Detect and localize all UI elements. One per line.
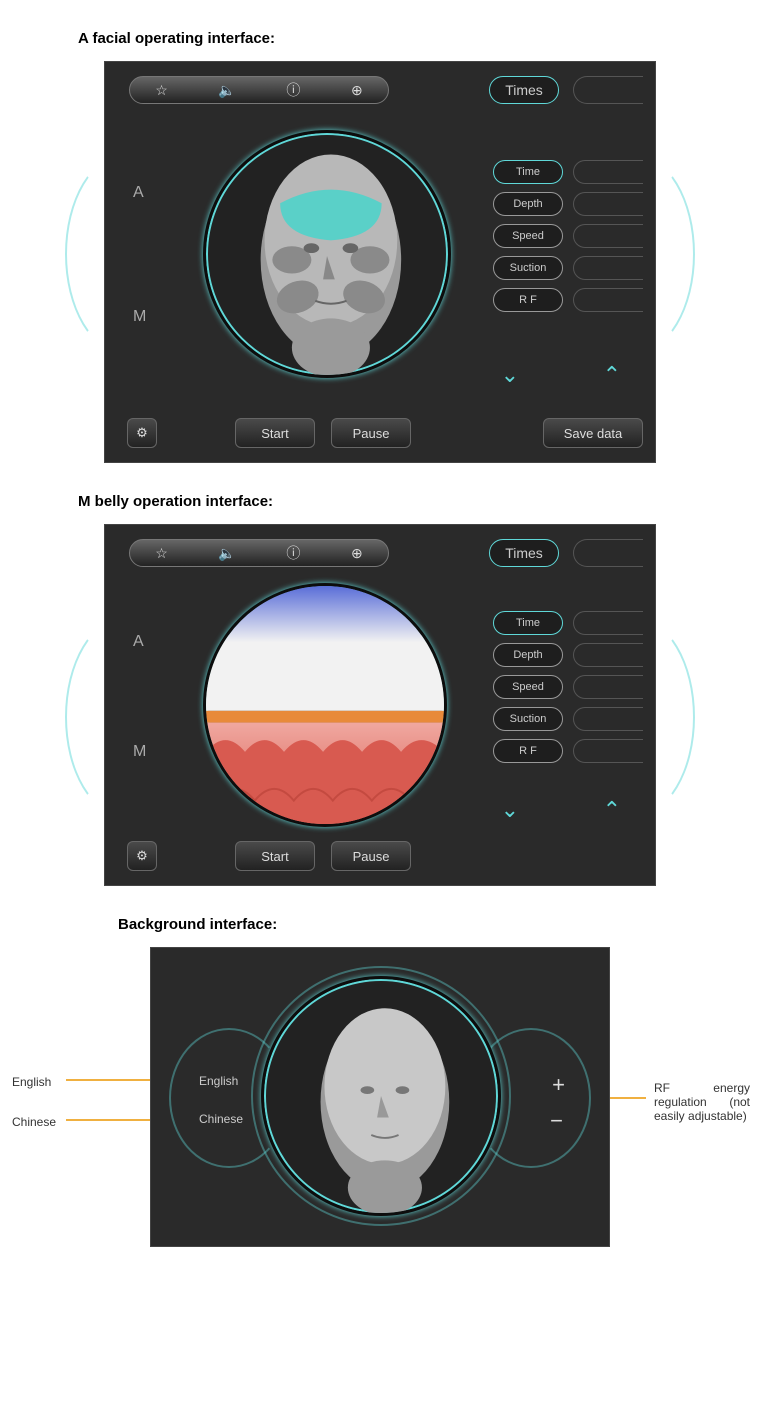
param-suction[interactable]: Suction	[493, 707, 563, 731]
belly-panel: ☆ 🔈 ⓘ ⊕ Times A M	[104, 524, 656, 886]
annotation-rf: RF energy regulation (not easily adjusta…	[654, 1081, 750, 1123]
background-panel: English Chinese + −	[150, 947, 610, 1247]
main-viewport-belly[interactable]	[203, 583, 447, 827]
decrease-button[interactable]: ⌄	[501, 362, 519, 388]
settings-button[interactable]: ⚙	[127, 418, 157, 448]
speaker-icon[interactable]: 🔈	[218, 82, 235, 99]
mode-a-label[interactable]: A	[133, 633, 144, 651]
toolbar: ☆ 🔈 ⓘ ⊕	[129, 539, 389, 567]
param-speed[interactable]: Speed	[493, 224, 563, 248]
annotation-english: English	[12, 1075, 51, 1089]
start-button[interactable]: Start	[235, 418, 315, 448]
value-column	[573, 611, 643, 763]
param-column: Time Depth Speed Suction R F	[493, 160, 563, 312]
start-button[interactable]: Start	[235, 841, 315, 871]
param-depth[interactable]: Depth	[493, 643, 563, 667]
param-column: Time Depth Speed Suction R F	[493, 611, 563, 763]
toolbar: ☆ 🔈 ⓘ ⊕	[129, 76, 389, 104]
decrease-button[interactable]: ⌄	[501, 797, 519, 823]
param-speed[interactable]: Speed	[493, 675, 563, 699]
head-diagram-plain	[264, 979, 498, 1213]
annotation-chinese: Chinese	[12, 1115, 56, 1129]
value-depth	[573, 643, 643, 667]
language-english-button[interactable]: English	[199, 1074, 238, 1088]
main-viewport-facial[interactable]	[203, 130, 451, 378]
facial-panel: ☆ 🔈 ⓘ ⊕ Times A M	[104, 61, 656, 463]
section-title-facial: A facial operating interface:	[78, 30, 760, 47]
mode-a-label[interactable]: A	[133, 184, 144, 202]
star-icon[interactable]: ☆	[155, 82, 168, 99]
pause-button[interactable]: Pause	[331, 841, 411, 871]
param-rf[interactable]: R F	[493, 288, 563, 312]
save-data-button[interactable]: Save data	[543, 418, 643, 448]
mode-m-label[interactable]: M	[133, 743, 146, 761]
times-value	[573, 539, 643, 567]
value-speed	[573, 224, 643, 248]
rf-plus-button[interactable]: +	[552, 1072, 565, 1098]
section-title-belly: M belly operation interface:	[78, 493, 760, 510]
increase-button[interactable]: ⌃	[603, 362, 621, 388]
param-depth[interactable]: Depth	[493, 192, 563, 216]
param-rf[interactable]: R F	[493, 739, 563, 763]
times-value	[573, 76, 643, 104]
speaker-icon[interactable]: 🔈	[218, 545, 235, 562]
value-column	[573, 160, 643, 312]
value-time	[573, 160, 643, 184]
param-suction[interactable]: Suction	[493, 256, 563, 280]
value-rf	[573, 739, 643, 763]
belly-diagram	[206, 586, 444, 824]
info-icon[interactable]: ⓘ	[286, 80, 300, 100]
star-icon[interactable]: ☆	[155, 545, 168, 562]
times-label[interactable]: Times	[489, 76, 559, 104]
arc-decoration-left	[65, 154, 185, 354]
arc-decoration-left	[65, 617, 185, 817]
pause-button[interactable]: Pause	[331, 418, 411, 448]
main-viewport-background	[261, 976, 501, 1216]
mode-m-label[interactable]: M	[133, 308, 146, 326]
location-icon[interactable]: ⊕	[351, 545, 363, 562]
head-diagram	[206, 133, 448, 375]
value-suction	[573, 707, 643, 731]
language-chinese-button[interactable]: Chinese	[199, 1112, 243, 1126]
times-label[interactable]: Times	[489, 539, 559, 567]
value-rf	[573, 288, 643, 312]
increase-button[interactable]: ⌃	[603, 797, 621, 823]
section-title-background: Background interface:	[118, 916, 760, 933]
param-time[interactable]: Time	[493, 611, 563, 635]
value-depth	[573, 192, 643, 216]
value-suction	[573, 256, 643, 280]
param-time[interactable]: Time	[493, 160, 563, 184]
rf-minus-button[interactable]: −	[550, 1108, 563, 1134]
settings-button[interactable]: ⚙	[127, 841, 157, 871]
location-icon[interactable]: ⊕	[351, 82, 363, 99]
value-time	[573, 611, 643, 635]
info-icon[interactable]: ⓘ	[286, 543, 300, 563]
value-speed	[573, 675, 643, 699]
